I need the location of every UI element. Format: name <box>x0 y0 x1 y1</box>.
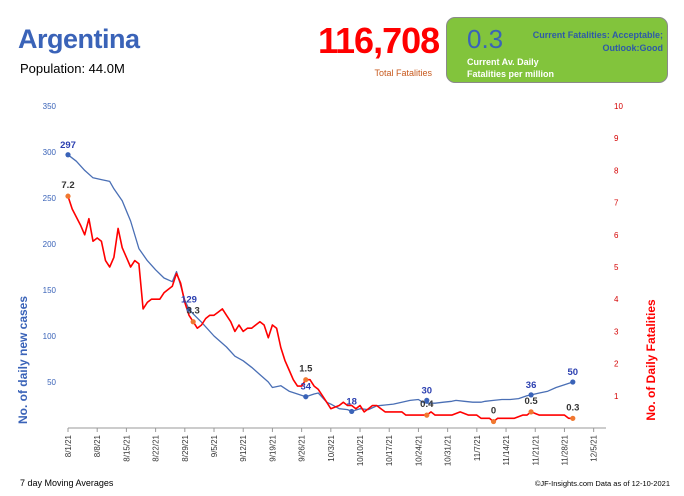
x-tick-label: 9/12/21 <box>239 434 248 461</box>
source-credit: ©JF-Insights.com Data as of 12-10-2021 <box>534 479 670 488</box>
chart-lines <box>67 154 574 423</box>
cases-marker <box>303 394 309 400</box>
right-tick-label: 10 <box>614 102 623 111</box>
x-tick-label: 11/28/21 <box>560 434 569 465</box>
cases-data-label: 129 <box>181 294 197 305</box>
cases-data-label: 297 <box>60 140 76 151</box>
x-tick-label: 8/8/21 <box>93 434 102 457</box>
left-axis-ticks: 50 100 150 200 250 300 350 <box>43 102 57 387</box>
fatalities-data-label: 7.2 <box>61 180 74 191</box>
fatalities-data-label: 0 <box>491 406 496 417</box>
fatalities-data-label: 0.5 <box>524 396 538 407</box>
left-tick-label: 350 <box>43 102 57 111</box>
cases-data-label: 36 <box>526 380 537 391</box>
left-tick-label: 200 <box>43 240 57 249</box>
fatalities-data-label: 0.4 <box>420 399 434 410</box>
cases-marker <box>349 408 355 415</box>
fatalities-marker <box>303 377 309 383</box>
fatalities-marker <box>65 193 71 199</box>
x-tick-label: 11/7/21 <box>473 434 482 461</box>
cases-data-label: 50 <box>568 367 579 378</box>
right-tick-label: 4 <box>614 295 619 304</box>
left-tick-label: 150 <box>43 286 57 295</box>
x-tick-label: 10/3/21 <box>327 434 336 461</box>
right-tick-label: 1 <box>614 392 619 401</box>
x-tick-label: 8/22/21 <box>152 434 161 461</box>
cases-marker <box>424 397 430 403</box>
status-box: 0.3 Current Av. Daily Fatalities per mil… <box>446 17 668 83</box>
fatalities-data-label: 1.5 <box>299 364 313 375</box>
fatalities-marker <box>190 319 196 325</box>
right-axis-label: No. of Daily Fatalities <box>644 299 658 421</box>
x-tick-label: 9/26/21 <box>298 434 307 461</box>
x-tick-label: 12/5/21 <box>590 434 599 461</box>
cases-marker <box>186 306 192 312</box>
cases-data-label: 30 <box>421 385 432 396</box>
left-tick-label: 250 <box>43 194 57 203</box>
x-tick-label: 9/19/21 <box>268 434 277 461</box>
right-tick-label: 2 <box>614 360 619 369</box>
chart-markers: 297 129 34 18 30 36 50 7.2 3.3 1.5 0.4 0 0.5 0.3 <box>60 140 579 425</box>
cases-data-label: 18 <box>346 396 357 407</box>
fatalities-marker <box>424 412 430 418</box>
country-title: Argentina <box>18 24 140 54</box>
fatalities-data-label: 3.3 <box>187 306 200 317</box>
fatalities-data-label: 0.3 <box>566 402 579 413</box>
right-tick-label: 6 <box>614 231 619 240</box>
fatality-rate-label: Current Av. Daily Fatalities per million <box>467 57 555 79</box>
total-fatalities-value: 116,708 <box>318 20 440 61</box>
x-tick-label: 8/15/21 <box>122 434 131 461</box>
x-tick-label: 10/10/21 <box>356 434 365 466</box>
cases-data-label: 34 <box>301 382 312 393</box>
x-axis-ticks: 8/1/21 8/8/21 8/15/21 8/22/21 8/29/21 9/5/21 9… <box>64 428 599 466</box>
x-tick-label: 10/31/21 <box>444 434 453 466</box>
left-tick-label: 50 <box>47 378 56 387</box>
fatality-rate-value: 0.3 <box>467 24 504 54</box>
cases-marker <box>65 152 71 158</box>
left-axis-label: No. of daily new cases <box>16 296 30 424</box>
cases-marker <box>528 392 534 398</box>
right-tick-label: 9 <box>614 134 619 143</box>
x-tick-label: 11/21/21 <box>531 434 540 465</box>
right-tick-label: 5 <box>614 263 619 272</box>
right-tick-label: 3 <box>614 327 619 336</box>
x-tick-label: 11/14/21 <box>502 434 511 465</box>
x-tick-label: 8/29/21 <box>181 434 190 461</box>
fatalities-marker <box>490 418 497 425</box>
fatalities-marker <box>570 415 576 421</box>
total-fatalities-label: Total Fatalities <box>374 68 432 78</box>
left-tick-label: 300 <box>43 148 57 157</box>
cases-line <box>67 154 574 413</box>
fatalities-marker <box>528 409 534 415</box>
x-tick-label: 9/5/21 <box>210 434 219 457</box>
x-tick-label: 10/17/21 <box>385 434 394 466</box>
right-tick-label: 7 <box>614 199 619 208</box>
footer-note: 7 day Moving Averages <box>20 478 114 488</box>
right-axis-ticks: 1 2 3 4 5 6 7 8 9 10 <box>614 102 623 401</box>
x-tick-label: 10/24/21 <box>414 434 423 466</box>
left-tick-label: 100 <box>43 332 57 341</box>
right-tick-label: 8 <box>614 166 619 175</box>
cases-marker <box>570 379 576 385</box>
fatalities-line <box>67 195 573 423</box>
population-label: Population: 44.0M <box>20 61 125 76</box>
x-tick-label: 8/1/21 <box>64 434 73 457</box>
outlook-text: Current Fatalities: Acceptable; Outlook:… <box>532 30 663 53</box>
